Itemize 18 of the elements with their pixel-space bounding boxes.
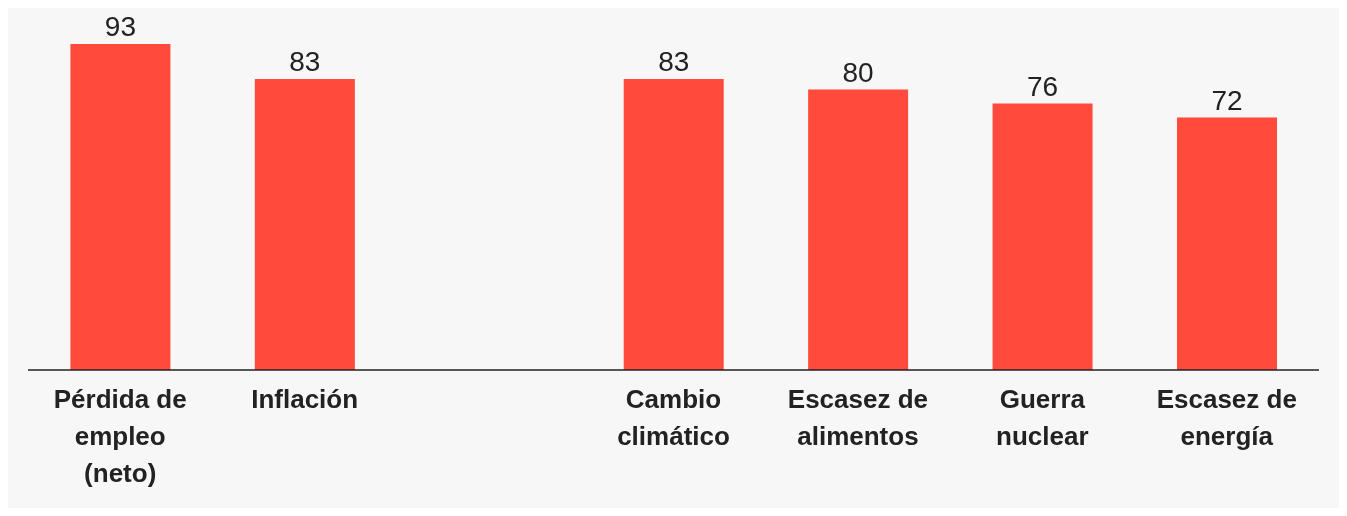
bar <box>254 79 355 370</box>
bar <box>70 44 171 370</box>
x-tick-label: Escasez de energía <box>1156 384 1297 451</box>
bar <box>992 103 1093 370</box>
x-tick-label: Cambio climático <box>617 384 730 451</box>
bar <box>623 79 724 370</box>
x-tick-label: Guerra nuclear <box>996 384 1089 451</box>
x-tick-label: Pérdida de empleo (neto) <box>53 384 187 488</box>
data-label: 93 <box>104 11 136 42</box>
data-label: 83 <box>658 46 690 78</box>
x-tick-label: Escasez de alimentos <box>787 384 929 451</box>
bar <box>808 89 909 370</box>
data-label: 72 <box>1211 84 1243 116</box>
data-label: 83 <box>289 46 321 78</box>
data-label: 80 <box>842 56 874 88</box>
bar <box>1176 117 1277 370</box>
x-tick-label: Inflación <box>251 384 359 414</box>
data-label: 76 <box>1026 70 1059 102</box>
